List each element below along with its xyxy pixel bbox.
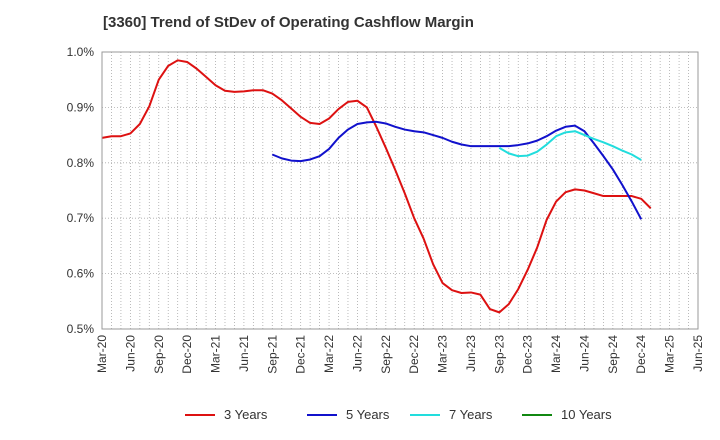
x-tick-label: Dec-24 <box>634 335 648 374</box>
legend-label: 5 Years <box>346 407 390 422</box>
x-tick-label: Mar-20 <box>95 335 109 373</box>
x-tick-label: Dec-20 <box>180 335 194 374</box>
x-tick-label: Mar-21 <box>209 335 223 373</box>
chart-title: [3360] Trend of StDev of Operating Cashf… <box>103 14 474 31</box>
legend-label: 3 Years <box>224 407 268 422</box>
grid-lines <box>102 52 698 329</box>
y-tick-label: 0.8% <box>67 156 95 170</box>
series-line-3-years <box>101 59 652 314</box>
x-tick-label: Jun-24 <box>577 335 591 372</box>
x-axis-ticks: Mar-20 Jun-20 Sep-20 Dec-20 Mar-21 Jun-21 Sep-… <box>95 335 705 374</box>
legend: 3 Years 5 Years 7 Years 10 Years <box>185 407 612 422</box>
x-tick-label: Sep-21 <box>265 335 279 374</box>
x-tick-label: Sep-20 <box>152 335 166 374</box>
x-tick-label: Dec-23 <box>521 335 535 374</box>
y-axis-ticks: 0.5% 0.6% 0.7% 0.8% 0.9% 1.0% <box>67 45 95 336</box>
legend-label: 7 Years <box>449 407 493 422</box>
y-tick-label: 0.5% <box>67 322 95 336</box>
y-tick-label: 0.9% <box>67 100 95 114</box>
x-tick-label: Mar-23 <box>436 335 450 373</box>
y-tick-label: 1.0% <box>67 45 95 59</box>
series-lines <box>101 59 652 314</box>
x-tick-label: Mar-22 <box>322 335 336 373</box>
legend-label: 10 Years <box>561 407 612 422</box>
plot-border <box>101 51 699 330</box>
x-tick-label: Sep-22 <box>379 335 393 374</box>
x-tick-label: Mar-25 <box>663 335 677 373</box>
x-tick-label: Jun-20 <box>123 335 137 372</box>
plot-area <box>102 52 698 329</box>
x-tick-label: Jun-23 <box>464 335 478 372</box>
y-tick-label: 0.6% <box>67 267 95 281</box>
x-tick-label: Jun-25 <box>691 335 705 372</box>
x-tick-label: Dec-21 <box>294 335 308 374</box>
series-line-7-years <box>498 130 642 161</box>
series-line-5-years <box>271 120 643 220</box>
x-tick-label: Dec-22 <box>407 335 421 374</box>
x-tick-label: Mar-24 <box>549 335 563 373</box>
x-tick-label: Jun-22 <box>350 335 364 372</box>
x-tick-label: Jun-21 <box>237 335 251 372</box>
y-tick-label: 0.7% <box>67 211 95 225</box>
x-tick-label: Sep-24 <box>606 335 620 374</box>
x-tick-label: Sep-23 <box>492 335 506 374</box>
